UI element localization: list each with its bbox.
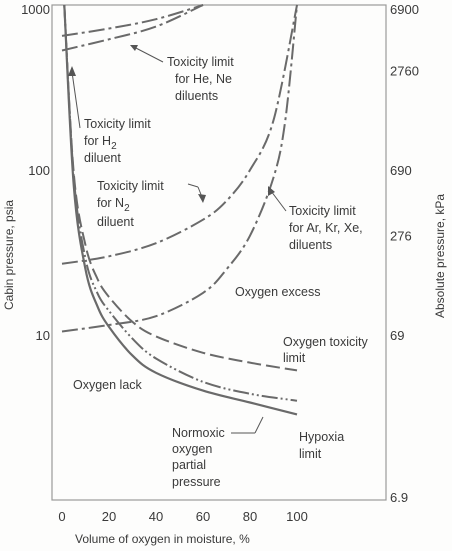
annotation-line: for He, Ne xyxy=(175,72,232,86)
annotation-line: Toxicity limit xyxy=(167,55,234,69)
arrow-head-icon xyxy=(130,45,138,51)
annotation-line: for H2 xyxy=(84,134,117,152)
annotation-line: partial xyxy=(172,458,206,472)
annotation-leader xyxy=(131,45,164,63)
annotation-line: limit xyxy=(299,447,322,461)
annotation-hypoxia-limit: Hypoxia limit xyxy=(299,430,344,461)
annotation-text: for N xyxy=(97,196,124,210)
x-tick-labels: 0 20 40 60 80 100 xyxy=(58,509,307,524)
y-tick-label-right: 6900 xyxy=(390,2,419,17)
annotation-line: Toxicity limit xyxy=(97,179,164,193)
y-tick-label-right: 69 xyxy=(390,328,404,343)
annotation-normoxic: Normoxic oxygen partial pressure xyxy=(172,416,264,489)
annotation-line: for Ar, Kr, Xe, xyxy=(289,221,363,235)
x-tick-label: 100 xyxy=(286,509,308,524)
annotation-line: pressure xyxy=(172,475,221,489)
annotation-line: diluents xyxy=(289,238,332,252)
annotation-leader xyxy=(254,416,264,434)
y-tick-label-right: 2760 xyxy=(390,64,419,79)
series-line-toxicity-h2 xyxy=(61,4,204,37)
annotation-leader xyxy=(270,190,287,212)
region-label-oxygen-lack: Oxygen lack xyxy=(73,378,143,392)
region-label-oxygen-excess: Oxygen excess xyxy=(235,285,320,299)
annotation-toxicity-he-ne: Toxicity limit for He, Ne diluents xyxy=(130,45,234,103)
x-axis-label: Volume of oxygen in moisture, % xyxy=(75,532,250,546)
y-tick-label-right: 690 xyxy=(390,163,412,178)
annotation-line: Toxicity limit xyxy=(289,204,356,218)
annotation-line: Toxicity limit xyxy=(84,117,151,131)
series-line-hypoxia-limit xyxy=(63,4,298,416)
annotation-line: diluents xyxy=(175,89,218,103)
annotation-toxicity-n2: Toxicity limit for N2 diluent xyxy=(97,179,206,229)
y-tick-label: 100 xyxy=(28,163,50,178)
plot-frame xyxy=(51,4,387,501)
series-line-toxicity-he-ne xyxy=(61,4,204,52)
annotation-line: diluent xyxy=(97,215,134,229)
annotation-toxicity-h2: Toxicity limit for H2 diluent xyxy=(68,66,151,165)
x-tick-label: 20 xyxy=(102,509,116,524)
annotation-leader xyxy=(187,183,199,188)
y-tick-label: 1000 xyxy=(21,2,50,17)
annotation-leader xyxy=(71,71,81,129)
annotation-subscript: 2 xyxy=(111,141,117,152)
y-axis-label-right: Absolute pressure, kPa xyxy=(433,194,447,318)
curves-layer xyxy=(61,4,298,416)
annotation-line: Oxygen toxicity xyxy=(283,335,369,349)
annotation-line: Normoxic xyxy=(172,426,225,440)
annotation-line: for N2 xyxy=(97,196,130,214)
y-tick-label: 10 xyxy=(36,328,50,343)
arrow-head-icon xyxy=(68,66,76,76)
annotation-line: diluent xyxy=(84,151,121,165)
arrow-head-icon xyxy=(198,194,206,203)
annotation-line: limit xyxy=(283,351,306,365)
series-line-oxygen-toxicity-limit xyxy=(63,4,298,372)
y-axis-label-left: Cabin pressure, psia xyxy=(2,200,16,310)
annotation-oxygen-toxicity-limit: Oxygen toxicity limit xyxy=(283,335,369,365)
series-line-toxicity-ar-kr-xe xyxy=(61,4,298,333)
series-line-toxicity-n2 xyxy=(61,4,298,265)
annotation-line: oxygen xyxy=(172,442,212,456)
x-tick-label: 80 xyxy=(243,509,257,524)
x-tick-label: 40 xyxy=(149,509,163,524)
annotation-line: Hypoxia xyxy=(299,430,344,444)
y-tick-label-right: 6.9 xyxy=(390,490,408,505)
annotation-toxicity-ar-kr-xe: Toxicity limit for Ar, Kr, Xe, diluents xyxy=(268,186,363,252)
series-line-normoxic-oxygen-partial-pressure xyxy=(63,4,298,402)
y-tick-labels-right: 6.9 69 276 690 2760 6900 xyxy=(390,2,419,505)
annotation-text: for H xyxy=(84,134,111,148)
y-tick-labels-left: 10 100 1000 xyxy=(21,2,50,343)
y-tick-label-right: 276 xyxy=(390,229,412,244)
arrow-head-icon xyxy=(268,186,275,196)
annotation-subscript: 2 xyxy=(124,203,130,214)
x-tick-label: 60 xyxy=(196,509,210,524)
x-tick-label: 0 xyxy=(58,509,65,524)
